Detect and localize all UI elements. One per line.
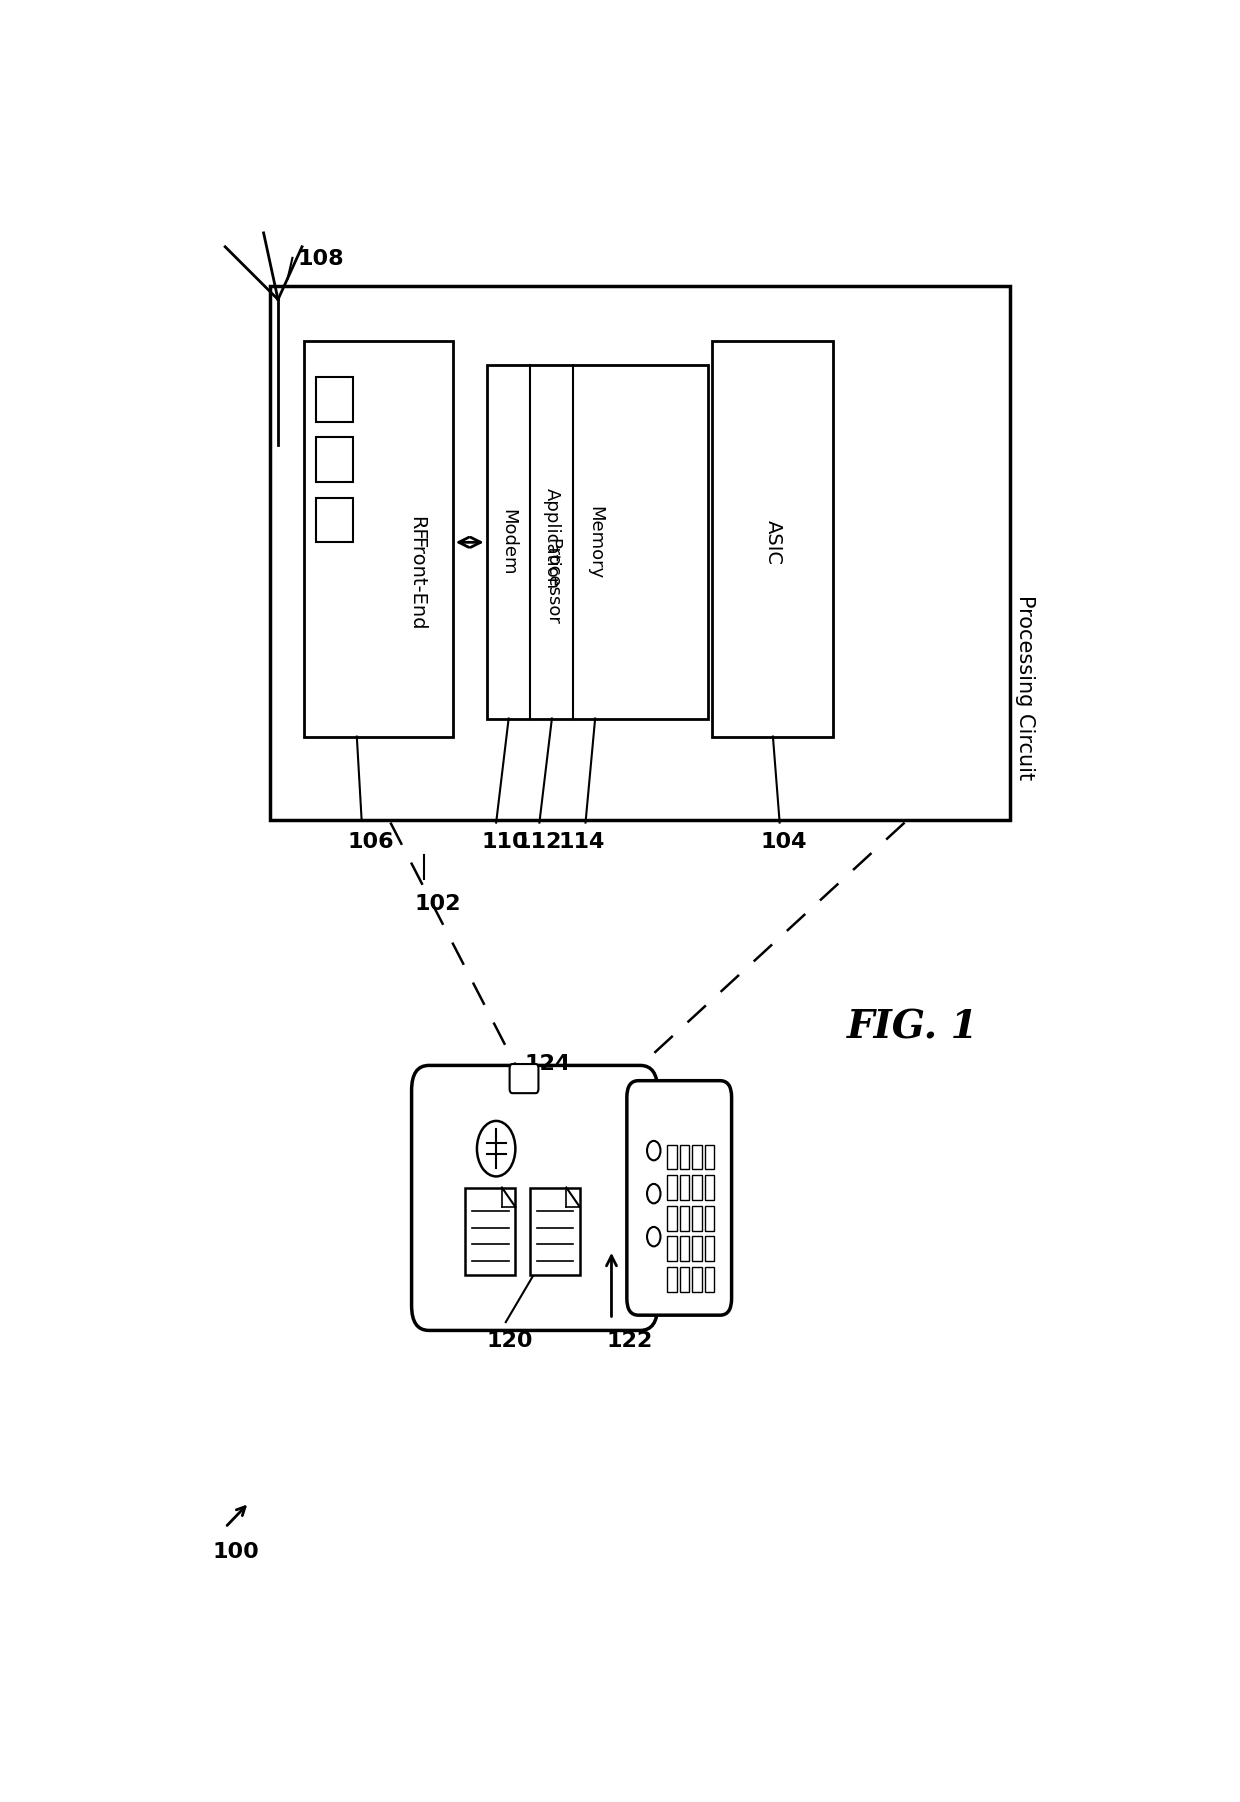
Text: Processor: Processor (543, 537, 560, 625)
Bar (667, 1236, 677, 1261)
Text: 108: 108 (298, 249, 343, 268)
FancyBboxPatch shape (510, 1063, 538, 1094)
Text: RF: RF (407, 515, 425, 541)
FancyBboxPatch shape (627, 1081, 732, 1315)
Bar (304, 341, 453, 737)
Text: ASIC: ASIC (764, 519, 782, 564)
Bar (316, 377, 353, 422)
Bar (704, 1206, 714, 1231)
Bar (712, 341, 832, 737)
Bar (692, 1236, 702, 1261)
Bar (704, 1144, 714, 1169)
Text: 110: 110 (481, 831, 528, 852)
FancyBboxPatch shape (412, 1065, 657, 1330)
Bar (529, 1188, 580, 1276)
Text: Front-End: Front-End (407, 537, 425, 631)
Bar (667, 1175, 677, 1200)
Text: 102: 102 (414, 894, 461, 914)
Bar (680, 1175, 689, 1200)
Bar (680, 1267, 689, 1292)
Text: 120: 120 (486, 1332, 533, 1352)
Bar (704, 1175, 714, 1200)
Text: 104: 104 (760, 831, 807, 852)
Text: FIG. 1: FIG. 1 (847, 1009, 978, 1047)
Text: Memory: Memory (587, 506, 604, 578)
Bar (680, 1206, 689, 1231)
Bar (680, 1236, 689, 1261)
Bar (465, 1188, 516, 1276)
Bar (704, 1267, 714, 1292)
Text: 106: 106 (347, 831, 394, 852)
Bar (692, 1206, 702, 1231)
Text: 122: 122 (606, 1332, 653, 1352)
Text: 114: 114 (558, 831, 605, 852)
Bar (704, 1236, 714, 1261)
Bar (316, 497, 353, 542)
Bar (667, 1206, 677, 1231)
Text: 112: 112 (516, 831, 562, 852)
Text: 124: 124 (525, 1054, 572, 1074)
Text: Modem: Modem (500, 508, 517, 575)
Bar (692, 1144, 702, 1169)
Bar (316, 438, 353, 481)
Text: 100: 100 (213, 1543, 259, 1562)
Bar (486, 364, 708, 719)
Bar (692, 1175, 702, 1200)
Text: Application: Application (543, 488, 560, 589)
Bar (667, 1144, 677, 1169)
Text: Processing Circuit: Processing Circuit (1014, 595, 1034, 780)
Bar (270, 287, 1011, 820)
Bar (680, 1144, 689, 1169)
Bar (667, 1267, 677, 1292)
Bar (692, 1267, 702, 1292)
